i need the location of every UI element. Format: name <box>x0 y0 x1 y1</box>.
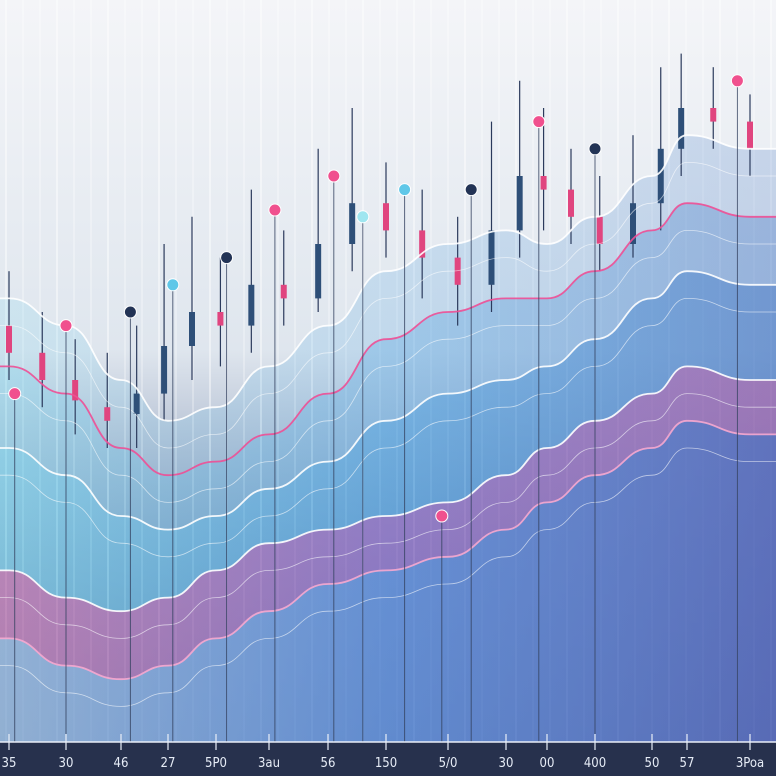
marker-dot <box>268 203 282 217</box>
candle-body <box>630 203 636 244</box>
x-tick-label: 30 <box>499 756 514 771</box>
marker-dot <box>730 74 744 88</box>
candle-body <box>540 176 547 190</box>
candle-body <box>280 284 287 299</box>
candle-body <box>516 176 523 231</box>
marker-dot <box>464 183 478 197</box>
candle-body <box>39 352 46 380</box>
marker-dot <box>588 142 602 156</box>
x-axis-band <box>0 742 776 776</box>
x-tick-label: 56 <box>321 756 336 771</box>
candle-body <box>454 257 461 285</box>
marker-dot <box>166 278 180 292</box>
candle-body <box>315 244 322 299</box>
x-tick-label: 30 <box>59 756 74 771</box>
x-tick-label: 5P0 <box>205 756 227 771</box>
series-line-offset <box>0 229 776 503</box>
series-line-offset <box>0 161 776 449</box>
series-line <box>0 134 776 422</box>
candle-body <box>596 216 603 244</box>
marker-dot <box>356 210 370 224</box>
candle-body <box>133 393 140 414</box>
candle-body <box>6 325 12 353</box>
series-line-offset <box>0 297 776 558</box>
x-tick-label: 400 <box>584 756 606 771</box>
x-tick-label: 27 <box>161 756 176 771</box>
marker-dot <box>220 251 234 265</box>
candle-body <box>419 230 426 258</box>
candle-body <box>747 121 753 149</box>
x-tick-label: 57 <box>680 756 695 771</box>
markers <box>8 74 744 742</box>
marker-dot <box>398 183 412 197</box>
candlesticks <box>6 53 753 448</box>
marker-dot <box>8 387 22 401</box>
candle-body <box>104 407 111 421</box>
candle-body <box>383 203 389 231</box>
candle-body <box>710 108 717 122</box>
x-tick-label: 46 <box>114 756 129 771</box>
x-tick-label: 5/0 <box>439 756 458 771</box>
marker-dot <box>59 319 73 333</box>
x-tick-label: 50 <box>645 756 660 771</box>
series-line-offset <box>0 393 776 639</box>
candle-body <box>161 346 168 394</box>
x-tick-label: 00 <box>540 756 555 771</box>
marker-dot <box>123 305 137 319</box>
candle-body <box>72 380 79 401</box>
candle-body <box>678 108 685 149</box>
marker-dot <box>532 115 546 129</box>
series-line <box>0 365 776 613</box>
series-line <box>0 270 776 531</box>
wave-areas <box>0 135 776 742</box>
x-tick-label: 3au <box>258 756 280 771</box>
series-line <box>0 202 776 477</box>
x-tick-label: 3Poa <box>736 756 764 771</box>
candle-body <box>217 312 224 326</box>
marker-dot <box>435 509 449 523</box>
marker-dot <box>327 169 341 183</box>
x-axis-ticks: 35 30 46 27 5P0 3au 56 150 5/0 30 00 400 50 57 3Poa <box>2 734 764 771</box>
candle-body <box>349 203 356 244</box>
candle-body <box>568 189 574 217</box>
candle-body <box>189 312 195 346</box>
wave-area <box>0 420 776 742</box>
x-tick-label: 150 <box>375 756 397 771</box>
candle-body <box>248 284 255 326</box>
x-tick-label: 35 <box>2 756 17 771</box>
candle-body <box>657 148 664 204</box>
candle-body <box>488 230 495 285</box>
